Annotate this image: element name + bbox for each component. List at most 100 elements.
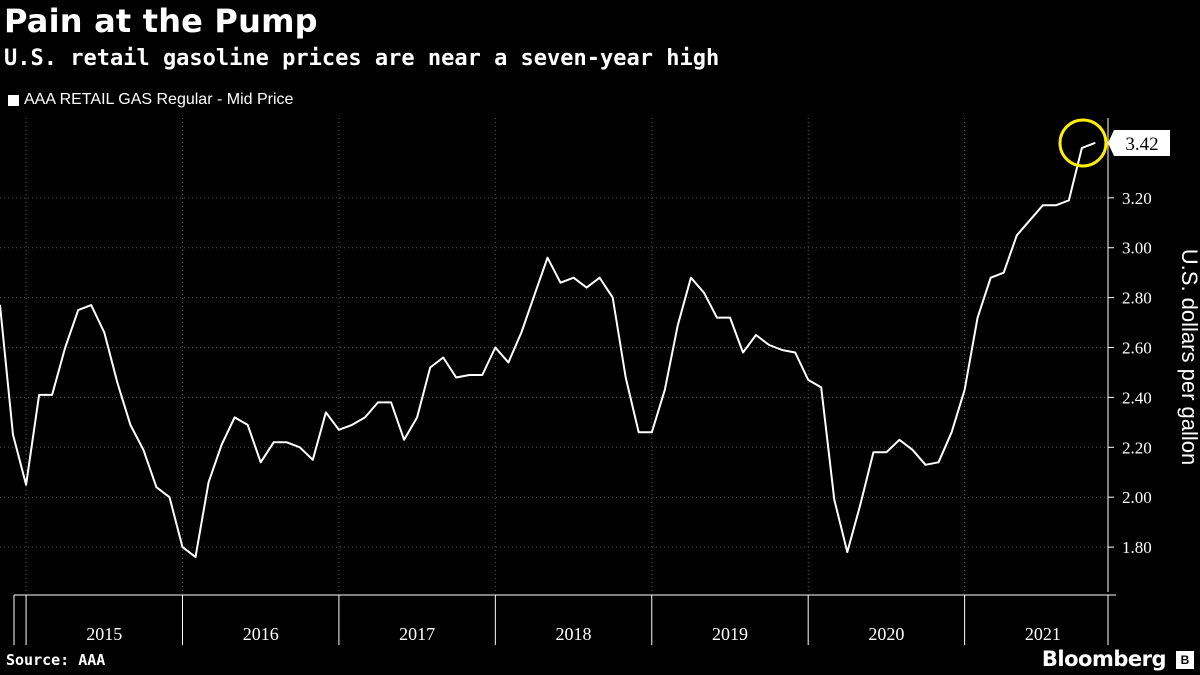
data-point: [768, 344, 770, 346]
y-tick-label: 2.20: [1122, 438, 1152, 457]
data-point: [25, 484, 27, 486]
y-axis-label: U.S. dollars per gallon: [1177, 249, 1200, 465]
data-point: [494, 346, 496, 349]
data-point: [859, 504, 861, 506]
data-point: [755, 334, 757, 336]
data-point: [1068, 199, 1070, 201]
data-point: [911, 449, 914, 451]
data-point: [390, 401, 392, 403]
x-axis: 2015 2016 2017 2018 2019 2020 2021: [13, 594, 1116, 645]
data-point: [690, 277, 692, 279]
data-point: [325, 411, 327, 413]
data-point: [442, 356, 444, 359]
data-point: [299, 446, 301, 448]
data-point: [0, 304, 1, 306]
y-tick-label: 2.00: [1122, 488, 1152, 507]
data-point: [1016, 234, 1018, 236]
data-point: [950, 431, 953, 433]
data-point: [898, 439, 901, 441]
data-point: [129, 424, 131, 426]
data-point: [507, 361, 509, 364]
data-point: [77, 309, 79, 311]
data-point: [885, 451, 888, 453]
data-point: [455, 376, 457, 379]
data-point: [468, 374, 470, 376]
last-value-callout: 3.42: [1058, 118, 1170, 168]
data-point: [677, 324, 679, 326]
data-point: [820, 386, 822, 389]
data-point: [207, 481, 210, 483]
data-point: [625, 376, 627, 379]
data-point: [234, 416, 236, 418]
data-point: [260, 461, 262, 463]
data-point: [103, 331, 105, 334]
data-point: [807, 379, 809, 381]
data-point: [559, 282, 562, 284]
data-point: [155, 486, 158, 488]
data-point: [520, 331, 523, 334]
y-tick-label: 1.80: [1122, 538, 1152, 557]
data-point: [1029, 219, 1031, 221]
data-point: [90, 304, 92, 306]
data-point: [338, 429, 340, 431]
data-point: [872, 451, 874, 453]
data-point: [377, 401, 379, 403]
data-point: [1003, 272, 1005, 274]
data-point: [781, 349, 783, 351]
data-point: [585, 287, 588, 289]
value-tag: [1108, 129, 1170, 156]
highlight-circle: [1058, 118, 1108, 168]
data-point: [168, 496, 171, 498]
x-tick-label: 2021: [1025, 624, 1061, 644]
data-point: [703, 292, 705, 294]
data-point: [12, 434, 14, 436]
data-point: [651, 431, 653, 433]
data-point: [599, 277, 601, 279]
data-point: [116, 381, 118, 384]
x-tick-label: 2018: [556, 624, 592, 644]
data-point: [572, 277, 575, 279]
data-point: [312, 459, 314, 461]
data-point: [846, 551, 848, 553]
source-note: Source: AAA: [6, 651, 106, 669]
data-point: [546, 257, 549, 259]
y-axis-ticks: 1.80 2.00 2.20 2.40 2.60 2.80 3.00 3.20: [1107, 118, 1152, 592]
chart-subtitle: U.S. retail gasoline prices are near a s…: [4, 46, 720, 71]
data-point: [1081, 147, 1083, 149]
y-tick-label: 3.20: [1122, 189, 1152, 208]
legend: AAA RETAIL GAS Regular - Mid Price: [8, 91, 293, 109]
data-point: [1094, 142, 1096, 144]
data-point: [273, 441, 275, 443]
y-tick-label: 2.60: [1122, 339, 1152, 358]
x-tick-label: 2015: [86, 624, 122, 644]
series-line: [0, 141, 1096, 559]
bloomberg-logo: Bloomberg: [1041, 647, 1167, 671]
data-point: [403, 439, 405, 441]
data-point: [286, 441, 288, 443]
x-tick-label: 2017: [399, 624, 435, 644]
data-point: [64, 346, 66, 349]
data-point: [742, 351, 744, 354]
data-point: [612, 297, 614, 299]
last-value-label: 3.42: [1125, 134, 1158, 155]
data-point: [1042, 204, 1044, 206]
data-point: [1055, 204, 1057, 206]
legend-swatch: [8, 94, 19, 106]
data-point: [924, 464, 927, 466]
x-tick-label: 2020: [868, 624, 904, 644]
x-tick-label: 2016: [243, 624, 279, 644]
data-point: [51, 394, 53, 396]
y-tick-label: 2.80: [1122, 289, 1152, 308]
data-point: [364, 416, 366, 418]
data-point: [833, 499, 835, 501]
data-point: [181, 546, 184, 548]
data-point: [729, 316, 731, 319]
grid: [0, 197, 1108, 548]
data-point: [351, 424, 353, 426]
data-point: [247, 424, 249, 426]
data-point: [194, 556, 197, 558]
data-point: [638, 431, 640, 433]
y-tick-label: 2.40: [1122, 388, 1152, 407]
data-point: [416, 416, 418, 418]
